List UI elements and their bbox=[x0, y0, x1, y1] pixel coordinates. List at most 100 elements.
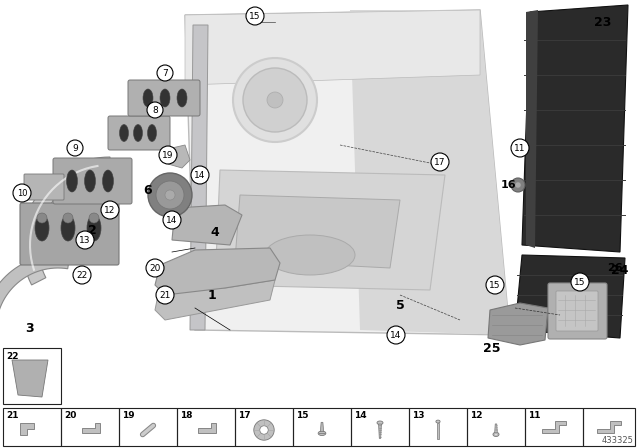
Polygon shape bbox=[515, 255, 625, 338]
Text: 25: 25 bbox=[483, 341, 500, 354]
Ellipse shape bbox=[494, 433, 498, 436]
FancyBboxPatch shape bbox=[128, 80, 200, 116]
Circle shape bbox=[101, 201, 119, 219]
Bar bbox=[467, 408, 525, 446]
Ellipse shape bbox=[35, 215, 49, 241]
Polygon shape bbox=[172, 205, 242, 245]
Text: 14: 14 bbox=[166, 215, 178, 224]
Text: 15: 15 bbox=[574, 277, 586, 287]
Bar bbox=[3, 348, 61, 404]
Ellipse shape bbox=[102, 170, 113, 192]
Circle shape bbox=[159, 146, 177, 164]
Text: 26: 26 bbox=[607, 263, 623, 273]
Text: 14: 14 bbox=[195, 171, 205, 180]
Polygon shape bbox=[321, 422, 324, 432]
Bar bbox=[583, 408, 635, 446]
Polygon shape bbox=[12, 360, 48, 397]
FancyBboxPatch shape bbox=[20, 203, 119, 265]
Ellipse shape bbox=[177, 89, 187, 107]
Polygon shape bbox=[495, 424, 497, 433]
FancyBboxPatch shape bbox=[108, 116, 170, 150]
Text: 20: 20 bbox=[64, 411, 76, 420]
Bar bbox=[293, 408, 351, 446]
Polygon shape bbox=[488, 303, 548, 345]
Polygon shape bbox=[20, 423, 35, 435]
Text: 13: 13 bbox=[79, 236, 91, 245]
Circle shape bbox=[246, 7, 264, 25]
Text: 21: 21 bbox=[159, 290, 171, 300]
Circle shape bbox=[431, 153, 449, 171]
Text: 9: 9 bbox=[72, 143, 78, 152]
Circle shape bbox=[243, 68, 307, 132]
Polygon shape bbox=[198, 423, 216, 433]
Text: 12: 12 bbox=[104, 206, 116, 215]
Circle shape bbox=[13, 184, 31, 202]
Ellipse shape bbox=[377, 421, 383, 425]
Ellipse shape bbox=[493, 432, 499, 436]
Text: 24: 24 bbox=[611, 263, 628, 276]
Text: 7: 7 bbox=[162, 69, 168, 78]
Ellipse shape bbox=[160, 89, 170, 107]
Text: 18: 18 bbox=[180, 411, 193, 420]
Text: 1: 1 bbox=[207, 289, 216, 302]
Text: 2: 2 bbox=[88, 224, 97, 237]
Text: 17: 17 bbox=[238, 411, 251, 420]
Circle shape bbox=[233, 58, 317, 142]
Text: 23: 23 bbox=[595, 16, 612, 29]
Circle shape bbox=[146, 259, 164, 277]
Ellipse shape bbox=[67, 170, 77, 192]
Text: 3: 3 bbox=[26, 322, 35, 335]
Ellipse shape bbox=[89, 213, 99, 223]
Bar bbox=[61, 408, 119, 446]
Polygon shape bbox=[82, 423, 100, 433]
Text: 21: 21 bbox=[6, 411, 19, 420]
Bar bbox=[525, 408, 583, 446]
FancyBboxPatch shape bbox=[53, 158, 132, 204]
Text: 13: 13 bbox=[412, 411, 424, 420]
Ellipse shape bbox=[134, 125, 143, 142]
FancyBboxPatch shape bbox=[548, 283, 607, 339]
Polygon shape bbox=[190, 25, 208, 330]
Ellipse shape bbox=[84, 170, 95, 192]
Bar bbox=[351, 408, 409, 446]
Circle shape bbox=[191, 166, 209, 184]
Circle shape bbox=[254, 420, 274, 440]
Circle shape bbox=[67, 140, 83, 156]
Text: 15: 15 bbox=[296, 411, 308, 420]
Circle shape bbox=[571, 273, 589, 291]
Bar bbox=[177, 408, 235, 446]
Ellipse shape bbox=[143, 89, 153, 107]
Circle shape bbox=[157, 65, 173, 81]
Circle shape bbox=[156, 181, 184, 209]
Circle shape bbox=[511, 178, 525, 192]
Text: 16: 16 bbox=[500, 180, 516, 190]
Circle shape bbox=[163, 211, 181, 229]
Circle shape bbox=[515, 182, 521, 188]
Bar bbox=[437, 423, 439, 439]
FancyBboxPatch shape bbox=[556, 291, 598, 331]
Circle shape bbox=[486, 276, 504, 294]
Circle shape bbox=[73, 266, 91, 284]
Polygon shape bbox=[379, 424, 381, 439]
Text: 19: 19 bbox=[163, 151, 173, 159]
Polygon shape bbox=[597, 421, 621, 433]
Polygon shape bbox=[235, 195, 400, 268]
Polygon shape bbox=[155, 248, 280, 295]
Bar bbox=[409, 408, 467, 446]
Text: 15: 15 bbox=[249, 12, 260, 21]
Text: 8: 8 bbox=[152, 105, 158, 115]
Ellipse shape bbox=[37, 213, 47, 223]
Circle shape bbox=[156, 286, 174, 304]
Circle shape bbox=[511, 139, 529, 157]
Polygon shape bbox=[526, 10, 538, 248]
Circle shape bbox=[147, 102, 163, 118]
Polygon shape bbox=[522, 5, 628, 252]
Text: 19: 19 bbox=[122, 411, 134, 420]
Text: 12: 12 bbox=[470, 411, 483, 420]
Circle shape bbox=[148, 173, 192, 217]
Ellipse shape bbox=[436, 420, 440, 423]
Polygon shape bbox=[0, 255, 70, 320]
Polygon shape bbox=[185, 10, 510, 335]
Polygon shape bbox=[185, 10, 480, 85]
Ellipse shape bbox=[318, 431, 326, 435]
